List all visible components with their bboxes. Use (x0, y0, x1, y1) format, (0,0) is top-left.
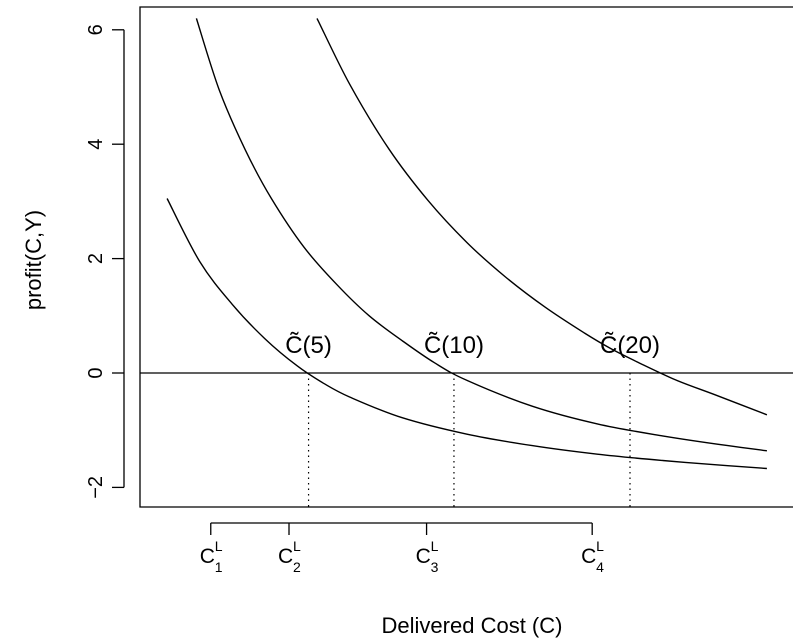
series-line-1 (166, 198, 767, 470)
x-tick-label-sup-2: L (431, 538, 439, 554)
y-tick-label-2: 2 (85, 253, 107, 264)
series-line-2 (195, 18, 767, 452)
x-axis-label: Delivered Cost (C) (382, 613, 563, 638)
annotation-layer: C̃(5) C̃(10) C̃(20) (285, 332, 660, 507)
y-tick-label-4: 6 (85, 24, 107, 35)
y-tick-label-1: 0 (85, 367, 107, 378)
x-tick-label-sup-0: L (215, 538, 223, 554)
series-line-3 (316, 18, 768, 416)
x-tick-label-1: C L 2 (278, 538, 301, 575)
x-tick-label-0: C L 1 (200, 538, 223, 575)
crossing-label-1: C̃(5) (285, 332, 332, 359)
x-tick-label-2: C L 3 (416, 538, 439, 575)
x-tick-label-sub-3: 4 (596, 559, 604, 575)
x-tick-label-3: C L 4 (581, 538, 604, 575)
crossing-label-2: C̃(10) (424, 332, 484, 359)
x-tick-label-sub-1: 2 (293, 559, 301, 575)
x-tick-label-sub-0: 1 (215, 559, 223, 575)
plot-frame (139, 6, 793, 508)
x-tick-label-base-1: C (278, 545, 293, 568)
x-tick-label-base-0: C (200, 545, 215, 568)
y-tick-label-0: −2 (85, 476, 107, 499)
plot-frame-layer (139, 6, 793, 508)
x-tick-label-sup-1: L (293, 538, 301, 554)
x-tick-label-sup-3: L (596, 538, 604, 554)
series-layer (166, 18, 768, 470)
x-tick-label-base-3: C (581, 545, 596, 568)
y-axis-label: profit(C,Y) (21, 210, 46, 310)
x-tick-label-base-2: C (416, 545, 431, 568)
x-tick-label-sub-2: 3 (431, 559, 439, 575)
y-tick-label-3: 4 (85, 139, 107, 150)
crossing-label-3: C̃(20) (600, 332, 660, 359)
